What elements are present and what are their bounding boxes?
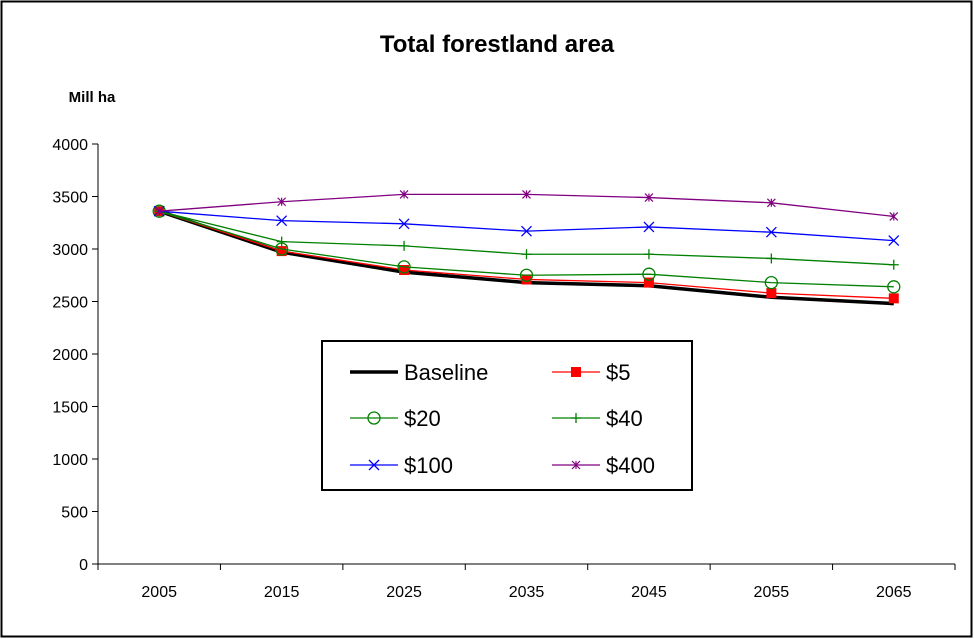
y-tick-label: 4000 [52, 137, 88, 154]
x-tick-label: 2005 [141, 584, 177, 601]
y-tick-label: 0 [79, 557, 88, 574]
x-tick-label: 2045 [631, 584, 667, 601]
legend-label: $5 [606, 360, 630, 385]
y-tick-label: 2000 [52, 347, 88, 364]
legend: Baseline $5 $20 $40 $100 $400 [322, 341, 692, 490]
y-axis-unit-label: Mill ha [69, 89, 116, 106]
x-tick-label: 2065 [876, 584, 912, 601]
legend-label: $40 [606, 406, 643, 431]
x-tick-label: 2025 [386, 584, 422, 601]
y-tick-label: 1500 [52, 400, 88, 417]
legend-label: Baseline [404, 360, 488, 385]
legend-label: $100 [404, 453, 453, 478]
y-tick-label: 1000 [52, 452, 88, 469]
legend-label: $400 [606, 453, 655, 478]
legend-label: $20 [404, 406, 441, 431]
y-tick-label: 2500 [52, 295, 88, 312]
x-tick-label: 2035 [509, 584, 545, 601]
x-tick-label: 2015 [264, 584, 300, 601]
data-point-square [571, 367, 581, 377]
y-tick-label: 3000 [52, 242, 88, 259]
y-tick-label: 500 [61, 505, 88, 522]
chart-title: Total forestland area [380, 31, 615, 58]
data-point-square [766, 288, 776, 298]
x-tick-label: 2055 [754, 584, 790, 601]
y-tick-label: 3500 [52, 190, 88, 207]
data-point-square [889, 293, 899, 303]
